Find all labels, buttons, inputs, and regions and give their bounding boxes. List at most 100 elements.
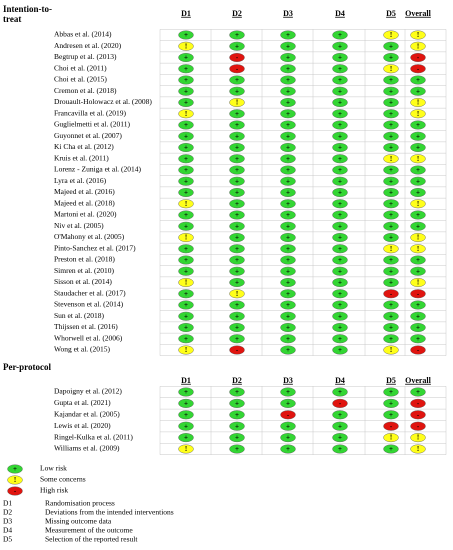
- judgement-marker: [229, 75, 245, 85]
- judgement-marker: [280, 210, 296, 220]
- judgement-symbol: +: [286, 54, 290, 62]
- judgement-marker: [178, 131, 194, 141]
- judgement-symbol: +: [338, 445, 342, 453]
- judgement-symbol: +: [389, 400, 393, 408]
- judgement-marker: [280, 300, 296, 310]
- column-header: D1: [181, 9, 191, 18]
- judgement-marker: [178, 289, 194, 299]
- judgement-marker: [280, 64, 296, 74]
- judgement-symbol: +: [338, 279, 342, 287]
- judgement-marker: [229, 120, 245, 130]
- judgement-marker: [332, 398, 348, 408]
- judgement-marker: [280, 142, 296, 152]
- judgement-symbol: +: [389, 256, 393, 264]
- judgement-marker: [383, 232, 399, 242]
- judgement-symbol: +: [389, 121, 393, 129]
- judgement-symbol: +: [338, 422, 342, 430]
- domain-code: D2: [3, 508, 12, 517]
- judgement-symbol: +: [338, 290, 342, 298]
- judgement-marker: [332, 433, 348, 443]
- judgement-symbol: +: [389, 301, 393, 309]
- judgement-marker: [280, 410, 296, 420]
- judgement-marker: [383, 109, 399, 119]
- judgement-symbol: +: [338, 256, 342, 264]
- judgement-symbol: +: [286, 400, 290, 408]
- judgement-symbol: +: [338, 335, 342, 343]
- judgement-symbol: +: [338, 211, 342, 219]
- judgement-symbol: +: [184, 177, 188, 185]
- judgement-symbol: +: [286, 211, 290, 219]
- judgement-symbol: +: [389, 54, 393, 62]
- judgement-marker: [410, 176, 426, 186]
- column-header: D5: [386, 9, 396, 18]
- judgement-symbol: +: [235, 42, 239, 50]
- judgement-marker: [332, 444, 348, 454]
- judgement-marker: [332, 187, 348, 197]
- judgement-marker: [178, 41, 194, 51]
- judgement-symbol: +: [235, 132, 239, 140]
- judgement-marker: [410, 345, 426, 355]
- judgement-symbol: +: [416, 256, 420, 264]
- judgement-symbol: +: [338, 346, 342, 354]
- judgement-symbol: -: [287, 411, 290, 419]
- domain-label: Deviations from the intended interventio…: [45, 508, 174, 517]
- judgement-marker: [280, 398, 296, 408]
- judgement-symbol: +: [338, 54, 342, 62]
- judgement-symbol: +: [235, 434, 239, 442]
- domain-code: D5: [3, 535, 12, 544]
- judgement-symbol: !: [390, 346, 392, 354]
- judgement-symbol: +: [235, 110, 239, 118]
- judgement-symbol: +: [416, 132, 420, 140]
- domain-code: D4: [3, 526, 12, 535]
- judgement-marker: [229, 244, 245, 254]
- judgement-symbol: +: [389, 42, 393, 50]
- judgement-symbol: +: [416, 312, 420, 320]
- judgement-marker: [229, 278, 245, 288]
- study-name: Abbas et al. (2014): [54, 30, 112, 39]
- judgement-symbol: +: [235, 76, 239, 84]
- judgement-marker: [280, 75, 296, 85]
- judgement-symbol: +: [235, 144, 239, 152]
- judgement-marker: [280, 444, 296, 454]
- study-name: Dapoigny et al. (2012): [54, 387, 122, 396]
- judgement-marker: [383, 387, 399, 397]
- study-name: Stevenson et al. (2014): [54, 300, 124, 309]
- judgement-symbol: +: [286, 245, 290, 253]
- judgement-symbol: +: [389, 211, 393, 219]
- study-name: Choi et al. (2015): [54, 75, 107, 84]
- judgement-marker: [178, 30, 194, 40]
- judgement-marker: [280, 255, 296, 265]
- judgement-symbol: +: [184, 256, 188, 264]
- judgement-marker: [229, 199, 245, 209]
- judgement-symbol: +: [389, 99, 393, 107]
- judgement-marker: [410, 410, 426, 420]
- judgement-marker: [229, 334, 245, 344]
- judgement-marker: [229, 266, 245, 276]
- judgement-symbol: +: [235, 211, 239, 219]
- judgement-marker: [229, 421, 245, 431]
- judgement-marker: [178, 421, 194, 431]
- judgement-symbol: +: [389, 324, 393, 332]
- judgement-symbol: +: [389, 132, 393, 140]
- judgement-marker: [410, 421, 426, 431]
- judgement-marker: [178, 244, 194, 254]
- judgement-symbol: -: [390, 422, 393, 430]
- judgement-marker: [383, 300, 399, 310]
- judgement-symbol: +: [389, 411, 393, 419]
- judgement-marker: [229, 176, 245, 186]
- judgement-marker: [410, 131, 426, 141]
- judgement-marker: [410, 221, 426, 231]
- judgement-symbol: +: [184, 312, 188, 320]
- judgement-marker: [410, 64, 426, 74]
- judgement-marker: [178, 444, 194, 454]
- judgement-marker: [229, 131, 245, 141]
- judgement-marker: [410, 199, 426, 209]
- judgement-marker: [383, 278, 399, 288]
- study-name: Choi et al. (2011): [54, 63, 107, 72]
- study-name: Kruis et al. (2011): [54, 153, 109, 162]
- judgement-marker: [280, 165, 296, 175]
- judgement-symbol: !: [417, 234, 419, 242]
- judgement-symbol: +: [235, 279, 239, 287]
- judgement-marker: [332, 323, 348, 333]
- judgement-marker: [280, 30, 296, 40]
